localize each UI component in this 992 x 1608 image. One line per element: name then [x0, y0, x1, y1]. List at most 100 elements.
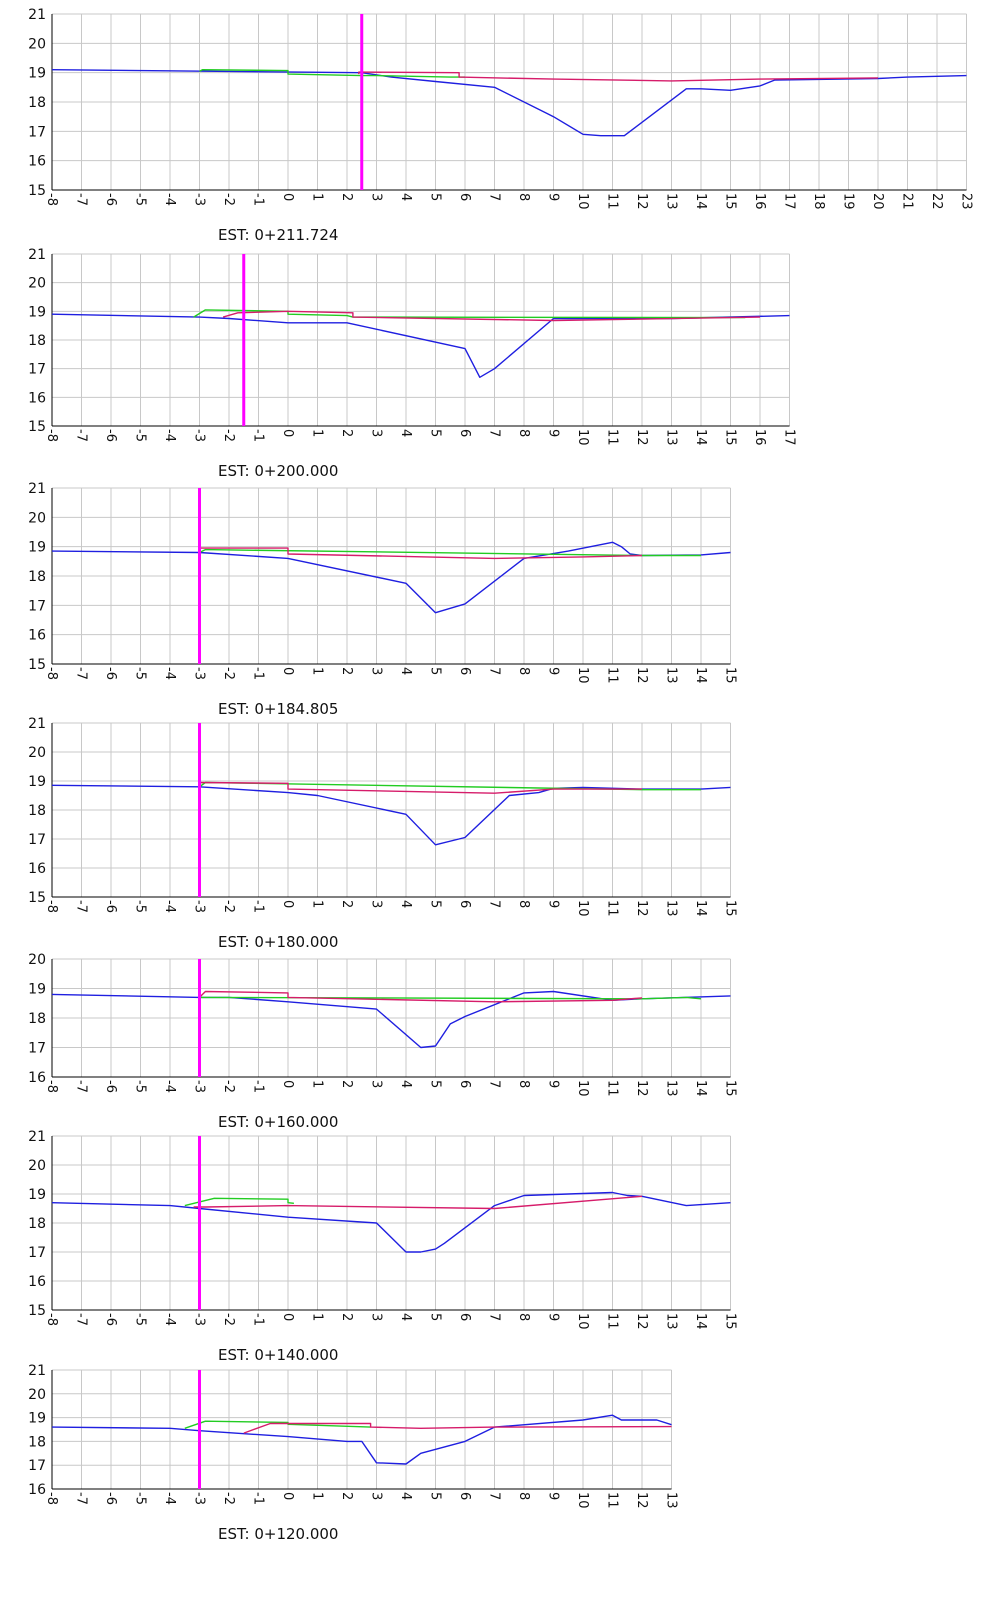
x-tick-label: -7 — [74, 900, 89, 913]
x-tick-label: 7 — [487, 1492, 502, 1500]
y-tick-label: 18 — [28, 1216, 46, 1232]
x-tick-label: 5 — [428, 193, 443, 201]
x-tick-label: 3 — [369, 429, 384, 437]
x-tick-label: 10 — [575, 1080, 590, 1097]
y-tick-label: 17 — [28, 1458, 46, 1474]
x-tick-label: -4 — [162, 1492, 177, 1505]
x-tick-label: 6 — [457, 1313, 472, 1321]
y-tick-label: 19 — [28, 1411, 46, 1427]
y-tick-label: 19 — [28, 774, 46, 790]
x-tick-label: 9 — [546, 900, 561, 908]
x-tick-label: 0 — [280, 1313, 295, 1321]
x-tick-label: 15 — [723, 429, 738, 446]
existing-line — [184, 1197, 294, 1207]
x-tick-label: -8 — [44, 900, 59, 913]
x-tick-label: 1 — [310, 193, 325, 201]
y-tick-label: 21 — [28, 247, 46, 263]
x-tick-label: -7 — [74, 429, 89, 442]
y-tick-label: 17 — [28, 1245, 46, 1261]
x-tick-label: 10 — [575, 900, 590, 917]
x-tick-label: -1 — [251, 429, 266, 442]
x-tick-label: 14 — [693, 900, 708, 917]
x-tick-label: 17 — [782, 193, 797, 210]
x-tick-label: -6 — [103, 193, 118, 206]
x-tick-label: -6 — [103, 900, 118, 913]
x-tick-label: -6 — [103, 667, 118, 680]
x-tick-label: 0 — [280, 1492, 295, 1500]
x-tick-label: 12 — [634, 900, 649, 917]
x-tick-label: 11 — [605, 667, 620, 684]
x-tick-label: 7 — [487, 429, 502, 437]
x-tick-label: -3 — [192, 1313, 207, 1326]
y-tick-label: 19 — [28, 66, 46, 82]
x-tick-label: -1 — [251, 1492, 266, 1505]
x-tick-label: 8 — [516, 1492, 531, 1500]
y-tick-label: 15 — [28, 890, 46, 906]
y-tick-label: 17 — [28, 362, 46, 378]
x-tick-label: 17 — [782, 429, 797, 446]
x-tick-label: 3 — [369, 1080, 384, 1088]
x-tick-label: -3 — [192, 667, 207, 680]
x-tick-label: -6 — [103, 1313, 118, 1326]
x-tick-label: 11 — [605, 1492, 620, 1509]
x-tick-label: 9 — [546, 429, 561, 437]
x-tick-label: 11 — [605, 429, 620, 446]
x-tick-label: -1 — [251, 193, 266, 206]
x-tick-label: 13 — [664, 1080, 679, 1097]
y-tick-label: 16 — [28, 628, 46, 644]
x-tick-label: 15 — [723, 1080, 738, 1097]
terrain-line — [51, 1191, 731, 1253]
y-tick-label: 15 — [28, 657, 46, 673]
x-tick-label: -8 — [44, 1080, 59, 1093]
x-tick-label: 15 — [723, 1313, 738, 1330]
x-tick-label: 5 — [428, 1313, 443, 1321]
terrain-line — [51, 313, 790, 378]
x-tick-label: 12 — [634, 429, 649, 446]
x-tick-label: 18 — [811, 193, 826, 210]
terrain-line — [51, 69, 967, 137]
y-tick-label: 17 — [28, 832, 46, 848]
x-tick-label: 11 — [605, 1313, 620, 1330]
x-tick-label: 11 — [605, 1080, 620, 1097]
x-tick-label: 10 — [575, 1492, 590, 1509]
x-tick-label: 9 — [546, 193, 561, 201]
x-tick-label: -2 — [221, 900, 236, 913]
x-tick-label: -3 — [192, 1080, 207, 1093]
x-tick-label: 13 — [664, 429, 679, 446]
y-tick-label: 18 — [28, 95, 46, 111]
x-tick-label: -4 — [162, 193, 177, 206]
x-tick-label: -5 — [133, 193, 148, 206]
x-tick-label: 11 — [605, 900, 620, 917]
x-tick-label: 12 — [634, 667, 649, 684]
x-tick-label: -2 — [221, 1492, 236, 1505]
x-tick-label: 14 — [693, 193, 708, 210]
y-tick-label: 15 — [28, 183, 46, 199]
x-tick-label: -6 — [103, 1080, 118, 1093]
x-tick-label: -5 — [133, 1313, 148, 1326]
x-tick-label: -5 — [133, 667, 148, 680]
x-tick-label: 7 — [487, 667, 502, 675]
x-tick-label: 3 — [369, 1492, 384, 1500]
x-tick-label: -7 — [74, 1313, 89, 1326]
y-tick-label: 17 — [28, 1041, 46, 1057]
x-tick-label: 1 — [310, 1313, 325, 1321]
x-tick-label: 6 — [457, 429, 472, 437]
x-tick-label: -8 — [44, 667, 59, 680]
x-tick-label: 12 — [634, 1313, 649, 1330]
y-tick-label: 20 — [28, 510, 46, 526]
x-tick-label: 4 — [398, 900, 413, 908]
x-tick-label: 7 — [487, 1080, 502, 1088]
x-tick-label: -2 — [221, 1313, 236, 1326]
y-tick-label: 15 — [28, 419, 46, 435]
x-tick-label: 9 — [546, 1492, 561, 1500]
x-tick-label: 11 — [605, 193, 620, 210]
x-tick-label: -3 — [192, 193, 207, 206]
x-tick-label: 15 — [723, 667, 738, 684]
y-tick-label: 19 — [28, 540, 46, 556]
x-tick-label: -1 — [251, 900, 266, 913]
y-tick-label: 21 — [28, 7, 46, 23]
design-line — [243, 1422, 672, 1434]
design-line — [193, 1195, 643, 1210]
x-tick-label: 1 — [310, 667, 325, 675]
